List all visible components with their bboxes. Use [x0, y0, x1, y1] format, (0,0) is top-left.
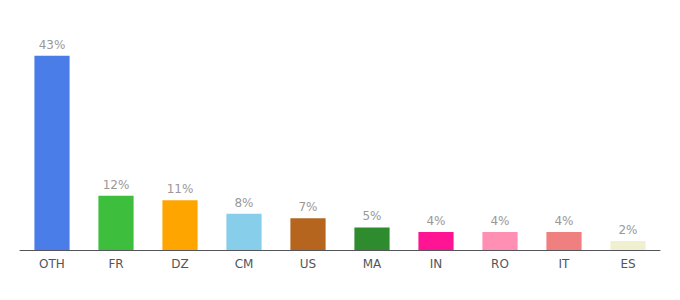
svg-text:ES: ES — [620, 257, 635, 271]
svg-text:IN: IN — [430, 257, 443, 271]
svg-text:2%: 2% — [618, 223, 637, 237]
svg-text:US: US — [300, 257, 316, 271]
svg-text:IT: IT — [559, 257, 571, 271]
svg-text:CM: CM — [235, 257, 254, 271]
svg-text:4%: 4% — [490, 214, 509, 228]
svg-text:4%: 4% — [426, 214, 445, 228]
svg-text:FR: FR — [108, 257, 123, 271]
svg-text:8%: 8% — [234, 196, 253, 210]
svg-text:RO: RO — [491, 257, 509, 271]
svg-text:43%: 43% — [39, 38, 66, 52]
svg-text:7%: 7% — [298, 200, 317, 214]
svg-text:DZ: DZ — [171, 257, 188, 271]
svg-text:5%: 5% — [362, 209, 381, 223]
svg-text:4%: 4% — [554, 214, 573, 228]
svg-text:11%: 11% — [167, 182, 194, 196]
svg-text:12%: 12% — [103, 178, 130, 192]
svg-text:OTH: OTH — [39, 257, 65, 271]
svg-text:MA: MA — [363, 257, 382, 271]
